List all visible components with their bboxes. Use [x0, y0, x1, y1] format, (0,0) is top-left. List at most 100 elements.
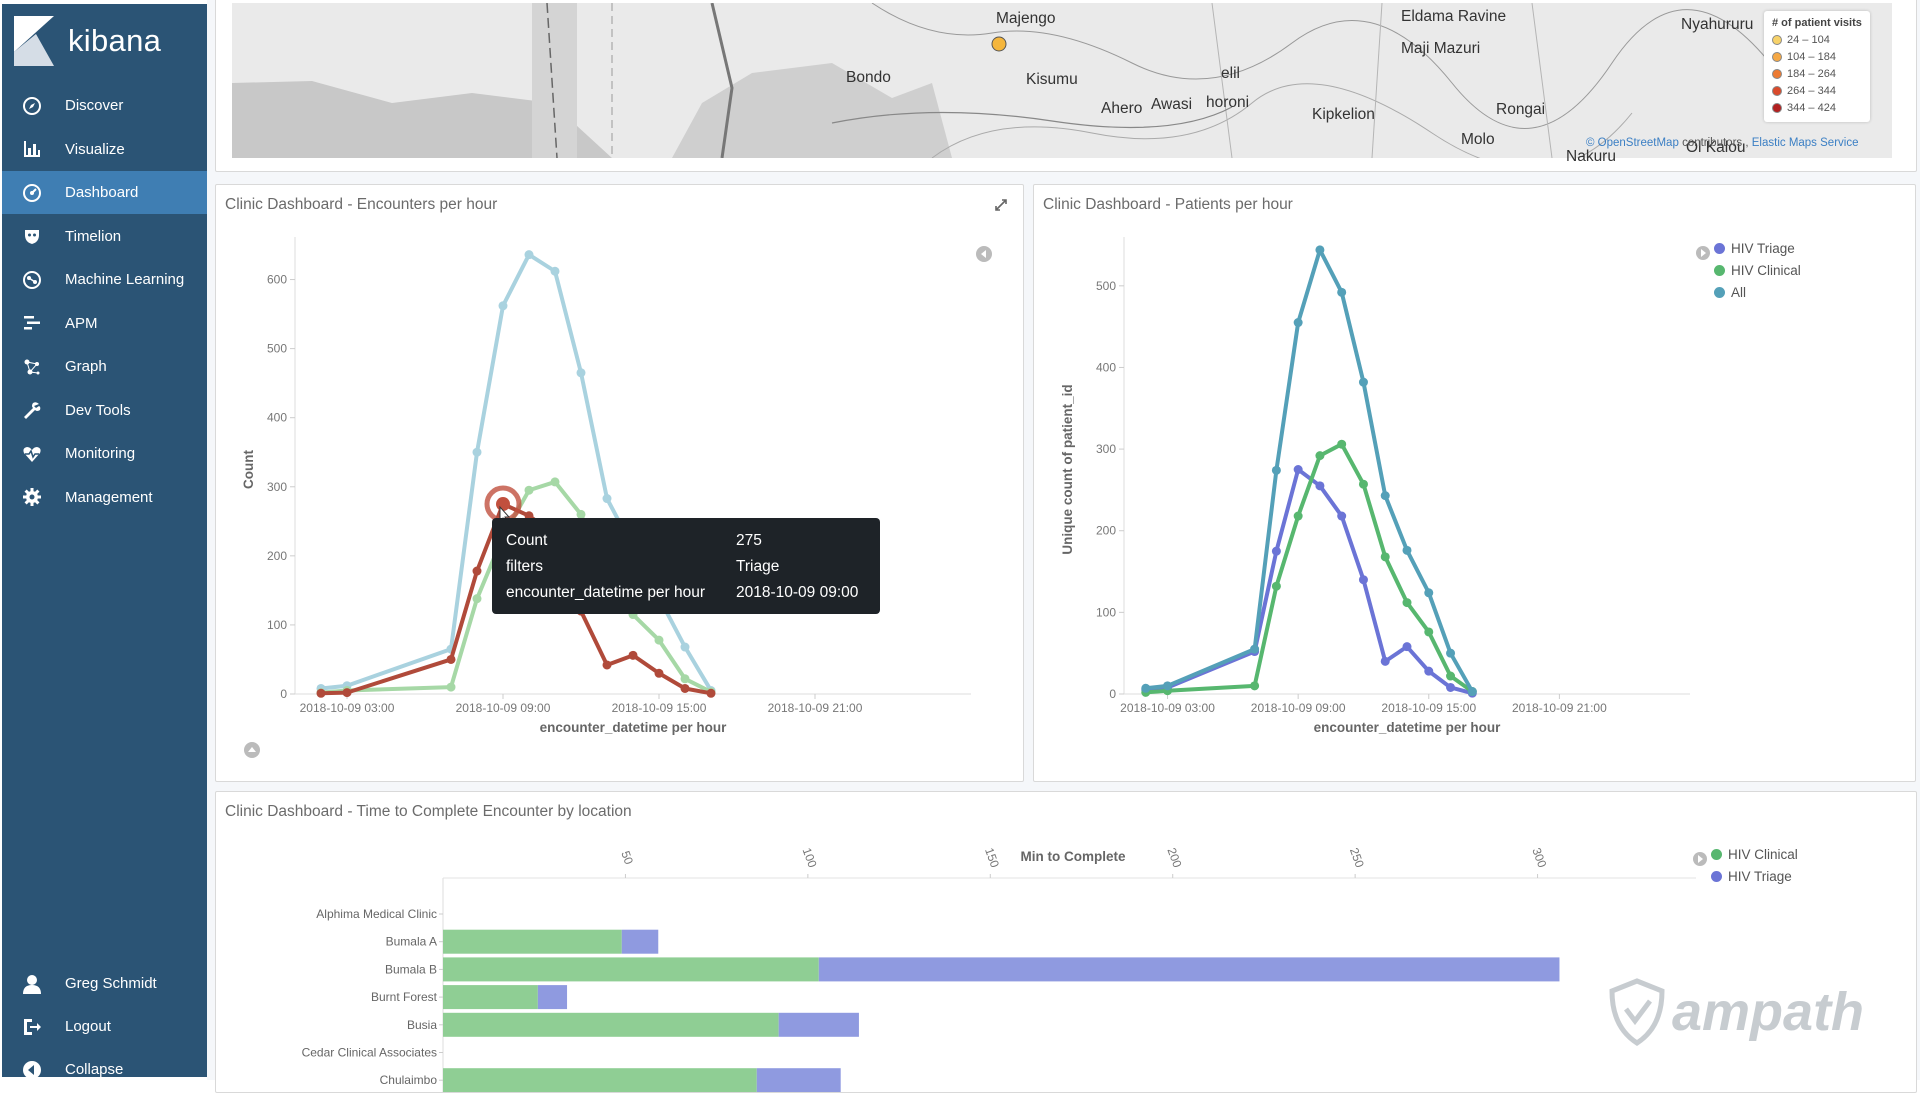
- data-point[interactable]: [1446, 671, 1456, 681]
- legend-label: HIV Clinical: [1728, 847, 1798, 862]
- kibana-logo[interactable]: kibana: [14, 16, 161, 66]
- data-point[interactable]: [1271, 546, 1281, 556]
- data-point[interactable]: [1467, 687, 1477, 697]
- data-point[interactable]: [1163, 681, 1173, 691]
- sidebar-item-collapse[interactable]: Collapse: [2, 1048, 207, 1091]
- patient-visits-map[interactable]: [232, 3, 1892, 158]
- ems-link[interactable]: Elastic Maps Service: [1751, 137, 1859, 149]
- data-point[interactable]: [550, 477, 560, 487]
- data-point[interactable]: [654, 635, 664, 645]
- legend-item[interactable]: HIV Triage: [1714, 241, 1795, 256]
- bar-segment[interactable]: [621, 929, 659, 954]
- data-point[interactable]: [1380, 656, 1390, 666]
- data-point[interactable]: [1380, 491, 1390, 501]
- data-point[interactable]: [628, 650, 638, 660]
- data-point[interactable]: [446, 682, 456, 692]
- legend-dot: [1714, 265, 1725, 276]
- data-point[interactable]: [524, 250, 534, 260]
- sidebar-item-logout[interactable]: Logout: [2, 1005, 207, 1048]
- data-point[interactable]: [1402, 545, 1412, 555]
- data-point[interactable]: [576, 368, 586, 378]
- data-point[interactable]: [1337, 511, 1347, 521]
- data-point[interactable]: [472, 566, 482, 576]
- data-point[interactable]: [1446, 648, 1456, 658]
- bar-segment[interactable]: [443, 1068, 757, 1092]
- legend-item[interactable]: HIV Clinical: [1714, 263, 1801, 278]
- data-point[interactable]: [472, 594, 482, 604]
- data-point[interactable]: [680, 642, 690, 652]
- bar-segment[interactable]: [443, 957, 819, 982]
- bar-segment[interactable]: [443, 985, 538, 1010]
- data-point[interactable]: [680, 674, 690, 684]
- data-point[interactable]: [1250, 644, 1260, 654]
- data-point[interactable]: [1424, 627, 1434, 637]
- sidebar-item-dev-tools[interactable]: Dev Tools: [2, 389, 207, 432]
- data-point[interactable]: [1446, 682, 1456, 692]
- legend-item[interactable]: All: [1714, 285, 1746, 300]
- series-line[interactable]: [1145, 442, 1474, 695]
- bar-segment[interactable]: [756, 1068, 841, 1092]
- data-point[interactable]: [576, 509, 586, 519]
- data-point[interactable]: [602, 660, 612, 670]
- data-point[interactable]: [1271, 581, 1281, 591]
- fullscreen-icon[interactable]: [993, 197, 1009, 213]
- data-point[interactable]: [1315, 451, 1325, 461]
- sidebar-item-monitoring[interactable]: Monitoring: [2, 432, 207, 475]
- series-line[interactable]: [320, 252, 713, 692]
- legend-toggle-icon[interactable]: [1692, 851, 1708, 867]
- data-point[interactable]: [706, 688, 716, 698]
- data-point[interactable]: [550, 266, 560, 276]
- sidebar-item-timelion[interactable]: Timelion: [2, 215, 207, 258]
- bar-segment[interactable]: [778, 1012, 859, 1037]
- data-point[interactable]: [1424, 666, 1434, 676]
- legend-collapse-icon[interactable]: [976, 246, 992, 262]
- data-point[interactable]: [1402, 642, 1412, 652]
- data-point[interactable]: [1424, 588, 1434, 598]
- data-point[interactable]: [1337, 439, 1347, 449]
- data-point[interactable]: [524, 485, 534, 495]
- data-point[interactable]: [1141, 683, 1151, 693]
- sidebar-item-visualize[interactable]: Visualize: [2, 128, 207, 171]
- bar-segment[interactable]: [443, 1012, 779, 1037]
- data-point[interactable]: [1315, 245, 1325, 255]
- bar-segment[interactable]: [443, 929, 622, 954]
- data-point[interactable]: [1402, 598, 1412, 608]
- data-point[interactable]: [1380, 552, 1390, 562]
- legend-item[interactable]: HIV Triage: [1711, 869, 1792, 884]
- data-point[interactable]: [1271, 465, 1281, 475]
- data-point[interactable]: [446, 654, 456, 664]
- sidebar-item-user[interactable]: Greg Schmidt: [2, 962, 207, 1005]
- y-axis-toggle-icon[interactable]: [244, 742, 260, 758]
- data-point[interactable]: [1250, 681, 1260, 691]
- data-point[interactable]: [680, 683, 690, 693]
- data-point[interactable]: [1293, 318, 1303, 328]
- data-point[interactable]: [1358, 377, 1368, 387]
- data-point[interactable]: [1358, 575, 1368, 585]
- sidebar-item-dashboard[interactable]: Dashboard: [2, 171, 207, 214]
- data-point[interactable]: [316, 688, 326, 698]
- legend-toggle-icon[interactable]: [1695, 245, 1711, 261]
- data-point[interactable]: [472, 447, 482, 457]
- legend-dot: [1711, 849, 1722, 860]
- sidebar-item-management[interactable]: Management: [2, 476, 207, 519]
- data-point[interactable]: [654, 668, 664, 678]
- data-point[interactable]: [602, 494, 612, 504]
- bar-segment[interactable]: [818, 957, 1560, 982]
- data-point[interactable]: [498, 301, 508, 311]
- data-point[interactable]: [342, 688, 352, 698]
- tooltip-value: 2018-10-09 09:00: [736, 584, 859, 601]
- sidebar-item-apm[interactable]: APM: [2, 302, 207, 345]
- map-place-label: Nyahururu: [1681, 16, 1754, 33]
- sidebar-item-machine-learning[interactable]: Machine Learning: [2, 258, 207, 301]
- data-point[interactable]: [1293, 465, 1303, 474]
- data-point[interactable]: [1293, 511, 1303, 521]
- sidebar-item-discover[interactable]: Discover: [2, 84, 207, 127]
- bar-segment[interactable]: [537, 985, 568, 1010]
- sidebar-item-graph[interactable]: Graph: [2, 345, 207, 388]
- data-point[interactable]: [1358, 479, 1368, 489]
- osm-link[interactable]: © OpenStreetMap: [1586, 137, 1679, 149]
- data-point[interactable]: [1337, 287, 1347, 297]
- legend-item[interactable]: HIV Clinical: [1711, 847, 1798, 862]
- x-axis-title: encounter_datetime per hour: [540, 720, 728, 735]
- data-point[interactable]: [1315, 481, 1325, 491]
